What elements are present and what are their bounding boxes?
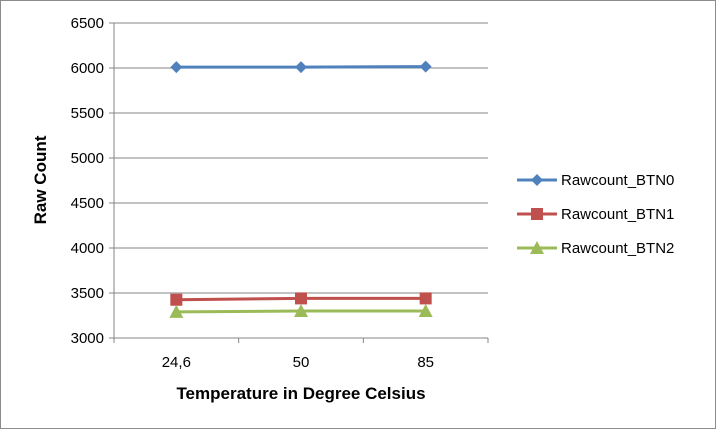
y-tick-label: 4500: [71, 195, 104, 212]
y-tick-label: 3500: [71, 285, 104, 302]
x-tick-labels: 24,6 50 85: [162, 354, 434, 371]
y-tick-label: 6000: [71, 60, 104, 77]
y-axis-title: Raw Count: [31, 135, 50, 224]
legend-item: Rawcount_BTN2: [517, 240, 674, 257]
x-tick-label: 85: [417, 354, 434, 371]
x-axis-title: Temperature in Degree Celsius: [176, 384, 425, 403]
data-point: [295, 61, 307, 74]
axes: [109, 22, 489, 343]
y-tick-label: 6500: [71, 15, 104, 32]
data-point: [419, 292, 432, 305]
legend-label: Rawcount_BTN2: [561, 240, 674, 257]
data-point: [419, 60, 432, 73]
y-tick-label: 5500: [71, 105, 104, 122]
series-lines: [169, 60, 433, 318]
series-rawcount-btn1: [170, 292, 432, 306]
y-tick-labels: 3000 3500 4000 4500 5000 5500 6000 6500: [71, 15, 104, 347]
legend-marker: [531, 174, 543, 186]
data-point: [170, 61, 183, 74]
legend-item: Rawcount_BTN0: [517, 172, 674, 189]
data-point: [294, 304, 308, 317]
x-tick-label: 50: [293, 354, 310, 371]
legend-marker: [531, 208, 543, 220]
data-point: [418, 304, 433, 317]
series-rawcount-btn0: [170, 60, 432, 74]
y-tick-label: 4000: [71, 240, 104, 257]
legend: Rawcount_BTN0 Rawcount_BTN1 Rawcount_BTN2: [517, 172, 674, 257]
legend-item: Rawcount_BTN1: [517, 206, 674, 223]
data-point: [169, 304, 184, 318]
y-tick-label: 5000: [71, 150, 104, 167]
legend-label: Rawcount_BTN0: [561, 172, 674, 189]
x-tick-label: 24,6: [162, 354, 191, 371]
series-rawcount-btn2: [169, 304, 433, 318]
y-tick-label: 3000: [71, 330, 104, 347]
data-point: [170, 293, 183, 306]
data-point: [295, 292, 307, 305]
legend-label: Rawcount_BTN1: [561, 206, 674, 223]
legend-marker: [530, 241, 544, 254]
